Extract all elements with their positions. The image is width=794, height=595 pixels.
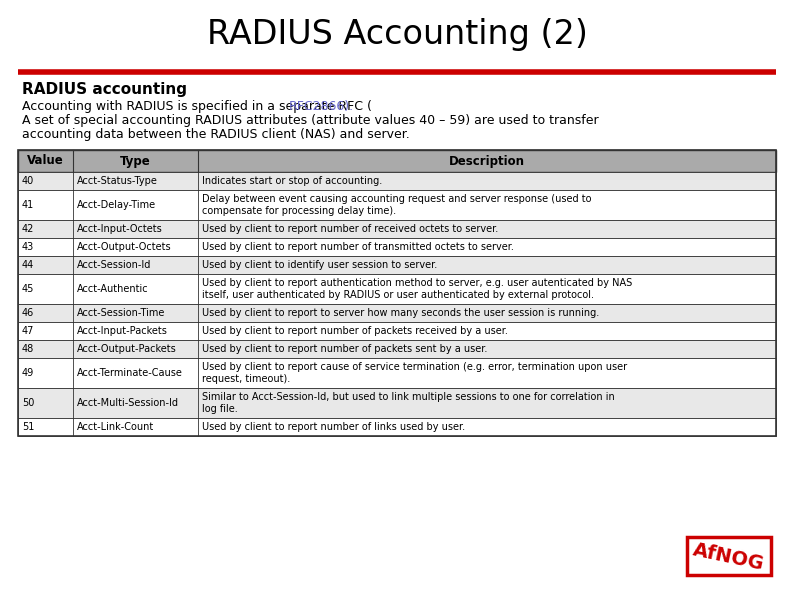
Text: Value: Value bbox=[27, 155, 64, 168]
Text: Description: Description bbox=[449, 155, 525, 168]
Bar bbox=[18, 340, 776, 358]
Bar bbox=[18, 322, 776, 340]
Text: Used by client to report to server how many seconds the user session is running.: Used by client to report to server how m… bbox=[202, 308, 599, 318]
Text: 46: 46 bbox=[22, 308, 34, 318]
Bar bbox=[18, 172, 776, 190]
Text: Acct-Multi-Session-Id: Acct-Multi-Session-Id bbox=[76, 398, 179, 408]
Text: 51: 51 bbox=[22, 422, 34, 432]
Text: Acct-Input-Octets: Acct-Input-Octets bbox=[76, 224, 162, 234]
Bar bbox=[18, 150, 776, 172]
Text: Acct-Session-Id: Acct-Session-Id bbox=[76, 260, 151, 270]
Text: RFC2866).: RFC2866). bbox=[289, 100, 354, 113]
Text: Acct-Status-Type: Acct-Status-Type bbox=[76, 176, 157, 186]
Bar bbox=[18, 238, 776, 256]
Text: 45: 45 bbox=[22, 284, 34, 294]
Text: Acct-Session-Time: Acct-Session-Time bbox=[76, 308, 165, 318]
Bar bbox=[18, 256, 776, 274]
Text: Acct-Output-Packets: Acct-Output-Packets bbox=[76, 344, 176, 354]
Bar bbox=[18, 358, 776, 388]
Text: 44: 44 bbox=[22, 260, 34, 270]
Text: Acct-Delay-Time: Acct-Delay-Time bbox=[76, 200, 156, 210]
Bar bbox=[687, 537, 771, 575]
Text: Used by client to report number of links used by user.: Used by client to report number of links… bbox=[202, 422, 464, 432]
Bar bbox=[18, 304, 776, 322]
Text: Type: Type bbox=[120, 155, 151, 168]
Text: Used by client to identify user session to server.: Used by client to identify user session … bbox=[202, 260, 437, 270]
Text: AfNOG: AfNOG bbox=[692, 540, 766, 574]
Text: Accounting with RADIUS is specified in a separate RFC (: Accounting with RADIUS is specified in a… bbox=[22, 100, 372, 113]
Text: Used by client to report cause of service termination (e.g. error, termination u: Used by client to report cause of servic… bbox=[202, 362, 626, 384]
Text: Indicates start or stop of accounting.: Indicates start or stop of accounting. bbox=[202, 176, 382, 186]
Text: A set of special accounting RADIUS attributes (attribute values 40 – 59) are use: A set of special accounting RADIUS attri… bbox=[22, 114, 599, 127]
Text: Acct-Authentic: Acct-Authentic bbox=[76, 284, 148, 294]
Text: Used by client to report number of received octets to server.: Used by client to report number of recei… bbox=[202, 224, 498, 234]
Text: Similar to Acct-Session-Id, but used to link multiple sessions to one for correl: Similar to Acct-Session-Id, but used to … bbox=[202, 392, 615, 414]
Bar bbox=[18, 190, 776, 220]
Text: Used by client to report number of transmitted octets to server.: Used by client to report number of trans… bbox=[202, 242, 514, 252]
Text: RADIUS accounting: RADIUS accounting bbox=[22, 82, 187, 97]
Bar bbox=[18, 274, 776, 304]
Text: 42: 42 bbox=[22, 224, 34, 234]
Bar bbox=[18, 220, 776, 238]
Text: 43: 43 bbox=[22, 242, 34, 252]
Text: accounting data between the RADIUS client (NAS) and server.: accounting data between the RADIUS clien… bbox=[22, 128, 410, 141]
Text: 49: 49 bbox=[22, 368, 34, 378]
Text: Acct-Link-Count: Acct-Link-Count bbox=[76, 422, 154, 432]
Text: Delay between event causing accounting request and server response (used to
comp: Delay between event causing accounting r… bbox=[202, 194, 592, 216]
Text: Acct-Output-Octets: Acct-Output-Octets bbox=[76, 242, 172, 252]
Text: Acct-Terminate-Cause: Acct-Terminate-Cause bbox=[76, 368, 183, 378]
Bar bbox=[18, 388, 776, 418]
Bar bbox=[18, 418, 776, 436]
Text: Used by client to report authentication method to server, e.g. user autenticated: Used by client to report authentication … bbox=[202, 278, 632, 300]
Text: 48: 48 bbox=[22, 344, 34, 354]
Bar bbox=[18, 150, 776, 436]
Text: 47: 47 bbox=[22, 326, 34, 336]
Text: Used by client to report number of packets sent by a user.: Used by client to report number of packe… bbox=[202, 344, 487, 354]
Text: 41: 41 bbox=[22, 200, 34, 210]
Text: Used by client to report number of packets received by a user.: Used by client to report number of packe… bbox=[202, 326, 507, 336]
Text: 50: 50 bbox=[22, 398, 34, 408]
Text: RADIUS Accounting (2): RADIUS Accounting (2) bbox=[206, 18, 588, 51]
Text: 40: 40 bbox=[22, 176, 34, 186]
Text: Acct-Input-Packets: Acct-Input-Packets bbox=[76, 326, 168, 336]
